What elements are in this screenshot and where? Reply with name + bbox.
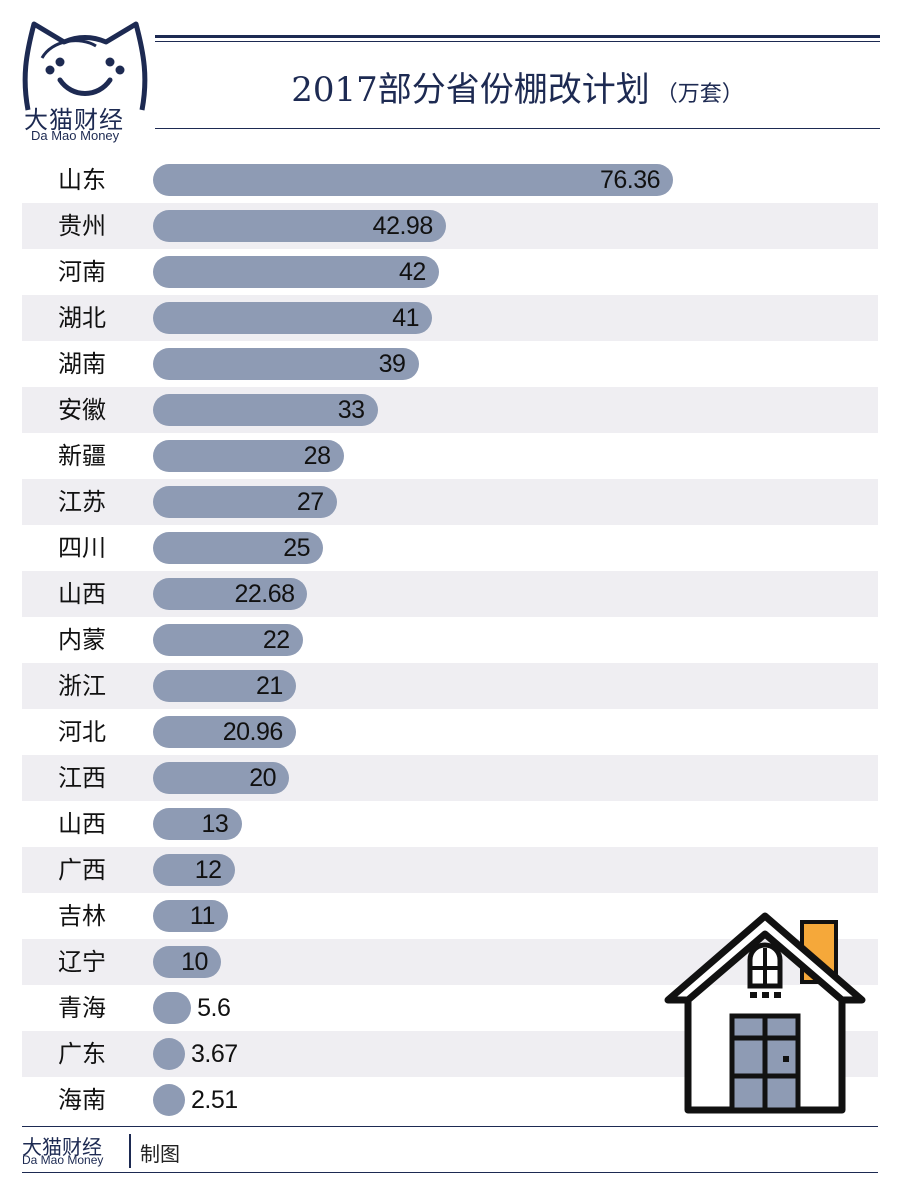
chart-row: 山东 76.36 [22, 157, 878, 203]
chart-row: 内蒙 22 [22, 617, 878, 663]
chart-title-text: 2017部分省份棚改计划 [291, 70, 650, 110]
bar [153, 486, 337, 518]
value-label: 42.98 [372, 212, 434, 240]
bar [153, 624, 303, 656]
chart-row: 浙江 21 [22, 663, 878, 709]
chart-row: 江西 20 [22, 755, 878, 801]
category-label: 海南 [58, 1086, 106, 1114]
category-label: 四川 [58, 534, 106, 562]
category-label: 江苏 [58, 488, 106, 516]
chart-row: 吉林 11 [22, 893, 878, 939]
chart-row: 河北 20.96 [22, 709, 878, 755]
category-label: 贵州 [58, 212, 106, 240]
category-label: 辽宁 [58, 948, 106, 976]
value-label: 3.67 [191, 1040, 238, 1068]
category-label: 安徽 [58, 396, 106, 424]
brand-name-cn: 大猫财经 [24, 106, 124, 134]
bar [153, 762, 290, 794]
value-label: 42 [399, 258, 426, 286]
category-label: 吉林 [58, 902, 106, 930]
value-label: 11 [189, 902, 215, 930]
category-label: 山东 [58, 166, 106, 194]
value-label: 76.36 [600, 166, 661, 194]
value-label: 13 [201, 810, 229, 838]
chart-row: 河南 42 [22, 249, 878, 295]
bar [153, 670, 296, 702]
footer-credit: 制图 [140, 1142, 180, 1166]
bar [153, 946, 222, 978]
bar [153, 256, 439, 288]
value-label: 25 [283, 534, 311, 562]
chart-row: 江苏 27 [22, 479, 878, 525]
chart-row: 贵州 42.98 [22, 203, 878, 249]
value-label: 21 [256, 672, 283, 700]
chart-title: 2017部分省份棚改计划 （万套） [155, 62, 880, 111]
chart-row: 青海 5.6 [22, 985, 878, 1031]
category-label: 浙江 [58, 672, 106, 700]
value-label: 22 [262, 626, 290, 654]
bar [153, 992, 192, 1024]
value-label: 12 [194, 856, 222, 884]
bar [153, 1084, 185, 1116]
bar [153, 164, 673, 196]
value-label: 2.51 [191, 1086, 238, 1114]
category-label: 河北 [58, 718, 106, 746]
chart-row: 山西 22.68 [22, 571, 878, 617]
bar [153, 210, 446, 242]
chart-row: 湖南 39 [22, 341, 878, 387]
footer-brand-en: Da Mao Money [22, 1153, 104, 1167]
footer-rule-bottom [22, 1172, 878, 1173]
category-label: 湖北 [58, 304, 106, 332]
bar [153, 1038, 185, 1070]
footer-brand-cn: 大猫财经 [22, 1135, 102, 1159]
value-label: 27 [296, 488, 324, 516]
category-label: 新疆 [58, 442, 106, 470]
category-label: 广东 [58, 1040, 106, 1068]
header-rule-thin [155, 41, 880, 42]
category-label: 江西 [58, 764, 106, 792]
chart-row: 四川 25 [22, 525, 878, 571]
value-label: 28 [303, 442, 331, 470]
footer-rule-top [22, 1126, 878, 1127]
category-label: 河南 [58, 258, 106, 286]
category-label: 湖南 [58, 350, 106, 378]
category-label: 青海 [58, 994, 106, 1022]
chart-row: 安徽 33 [22, 387, 878, 433]
bar [153, 532, 324, 564]
value-label: 20.96 [222, 718, 284, 746]
category-label: 内蒙 [58, 626, 106, 654]
bar [153, 854, 235, 886]
value-label: 10 [181, 948, 208, 976]
house-icon [664, 912, 866, 1114]
bar [153, 716, 296, 748]
chart-row: 海南 2.51 [22, 1077, 878, 1123]
bar [153, 348, 419, 380]
bar [153, 578, 308, 610]
chart-row: 新疆 28 [22, 433, 878, 479]
bar [153, 394, 378, 426]
value-label: 5.6 [197, 994, 231, 1022]
chart-unit: （万套） [655, 82, 744, 107]
bar [153, 440, 344, 472]
footer-separator [129, 1134, 131, 1168]
bar [153, 900, 228, 932]
chart-row: 广西 12 [22, 847, 878, 893]
title-underline [155, 128, 880, 129]
value-label: 22.68 [234, 580, 295, 608]
category-label: 山西 [58, 810, 106, 838]
category-label: 山西 [58, 580, 106, 608]
bar [153, 808, 242, 840]
value-label: 41 [392, 304, 420, 332]
value-label: 33 [337, 396, 365, 424]
brand-name-en: Da Mao Money [31, 128, 120, 143]
value-label: 20 [249, 764, 276, 792]
value-label: 39 [378, 350, 406, 378]
bar [153, 302, 433, 334]
header-rule-thick [155, 35, 880, 38]
chart-row: 湖北 41 [22, 295, 878, 341]
chart-row: 山西 13 [22, 801, 878, 847]
category-label: 广西 [58, 856, 106, 884]
cat-logo-icon [22, 21, 148, 111]
